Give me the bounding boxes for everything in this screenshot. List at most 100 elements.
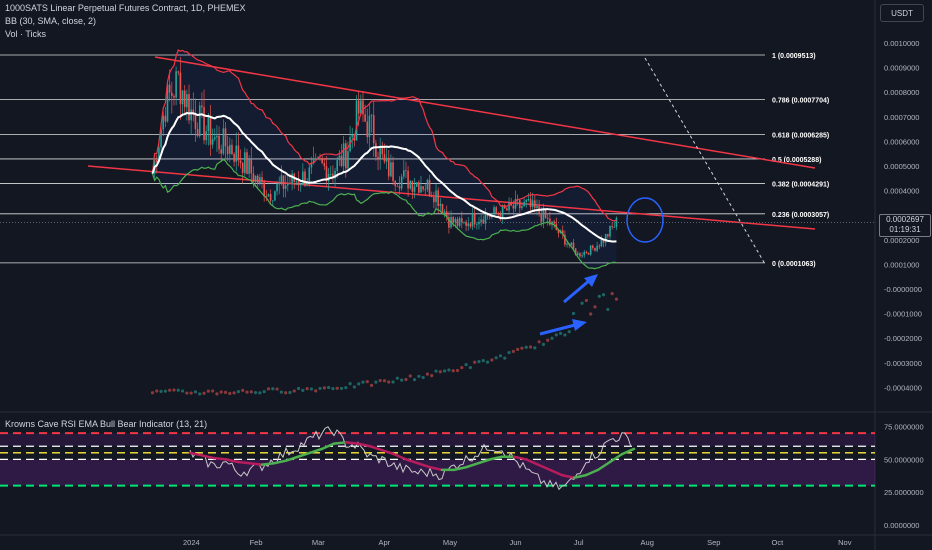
symbol-legend[interactable]: 1000SATS Linear Perpetual Futures Contra… — [5, 3, 246, 13]
volume-tick-dot — [601, 293, 606, 297]
volume-tick-dot — [172, 388, 176, 392]
volume-tick-dot — [606, 307, 610, 312]
price-tick-label: 0.0004000 — [884, 187, 919, 196]
candle-body — [252, 173, 255, 183]
current-price-label: 0.0002697 01:19:31 — [879, 214, 931, 237]
volume-tick-dot — [241, 388, 245, 392]
volume-tick-dot — [253, 391, 258, 395]
volume-tick-dot — [374, 380, 378, 384]
volume-tick-dot — [546, 338, 550, 342]
candle-body — [413, 186, 416, 192]
candle-body — [312, 158, 315, 164]
trendlines — [0, 56, 875, 265]
candle-body — [304, 171, 306, 186]
candle-body — [583, 251, 586, 256]
candle-body — [493, 207, 495, 214]
volume-tick-dot — [412, 378, 417, 382]
candle-body — [452, 217, 455, 223]
ema-segment — [560, 473, 576, 479]
candle-body — [261, 177, 263, 183]
descending-resistance-line — [154, 56, 816, 169]
volume-ticks — [150, 292, 619, 396]
candle-body — [439, 203, 442, 206]
indicator-legend[interactable]: Krowns Cave RSI EMA Bull Bear Indicator … — [5, 419, 208, 429]
candle-body — [222, 128, 225, 154]
descending-support-line — [87, 165, 816, 230]
volume-legend[interactable]: Vol · Ticks — [5, 29, 47, 39]
currency-button[interactable]: USDT — [880, 4, 924, 22]
fib-level-label: 0.618 (0.0006285) — [772, 132, 829, 139]
ema-segment — [524, 458, 540, 466]
candle-body — [596, 245, 598, 251]
volume-tick-dot — [202, 391, 206, 395]
price-tick-label: 0.0001000 — [884, 260, 919, 269]
candle-body — [237, 145, 240, 161]
candle-body — [587, 252, 590, 255]
candle-body — [521, 206, 523, 209]
volume-tick-dot — [417, 374, 421, 378]
candle-body — [551, 221, 553, 225]
candle-body — [387, 157, 390, 177]
candle-body — [194, 114, 197, 130]
volume-tick-dot — [563, 333, 567, 337]
candle-body — [400, 176, 403, 189]
volume-tick-dot — [584, 298, 588, 303]
candle-body — [158, 147, 160, 163]
osc-tick-label: 0.0000000 — [884, 521, 919, 530]
volume-tick-dot — [567, 330, 571, 334]
candle-body — [235, 145, 238, 162]
candle-body — [383, 154, 386, 162]
volume-tick-dot — [335, 386, 339, 390]
volume-tick-dot — [400, 378, 404, 382]
candle-body — [211, 139, 214, 145]
projection-dashed-line — [644, 57, 766, 265]
price-tick-label: -0.0000000 — [884, 285, 922, 294]
candle-body — [323, 163, 326, 167]
volume-tick-dot — [232, 391, 236, 395]
volume-tick-dot — [378, 378, 382, 383]
candle-body — [254, 175, 257, 183]
volume-tick-dot — [554, 333, 558, 337]
volume-tick-dot — [468, 365, 472, 370]
candle-body — [297, 181, 300, 185]
volume-tick-dot — [305, 387, 309, 391]
volume-tick-dot — [331, 387, 335, 391]
ema-segment — [428, 466, 444, 472]
volume-tick-dot — [279, 390, 283, 394]
candle-body — [368, 115, 371, 138]
volume-tick-dot — [223, 390, 228, 394]
candle-body — [239, 160, 242, 163]
candle-body — [213, 137, 216, 140]
ema-segment — [536, 463, 552, 472]
candle-body — [508, 202, 510, 211]
ema-segment — [464, 462, 480, 469]
candle-body — [278, 183, 281, 185]
ema-segment — [284, 455, 300, 462]
ema-segment — [548, 468, 564, 477]
ema-segment — [608, 452, 624, 464]
ema-segment — [356, 442, 372, 448]
volume-tick-dot — [614, 297, 619, 301]
candle-body — [544, 209, 547, 219]
candle-body — [362, 100, 364, 115]
candle-body — [267, 194, 270, 197]
volume-tick-dot — [361, 380, 365, 384]
volume-tick-dot — [228, 391, 232, 396]
fib-level-label: 1 (0.0009513) — [772, 53, 816, 60]
candle-body — [424, 189, 427, 191]
fib-level-label: 0.236 (0.0003057) — [772, 212, 829, 219]
candle-body — [166, 84, 169, 122]
ema-segment — [488, 455, 504, 461]
candle-body — [411, 180, 414, 192]
candle-body — [600, 239, 603, 247]
bb-legend[interactable]: BB (30, SMA, close, 2) — [5, 16, 97, 26]
time-tick-label: Sep — [707, 538, 720, 547]
candle-body — [265, 196, 268, 198]
candle-body — [188, 94, 190, 121]
candle-body — [454, 219, 457, 223]
candle-body — [177, 71, 180, 73]
ema-segment — [332, 441, 348, 445]
candle-body — [381, 147, 384, 155]
arrow-shaft-upper — [563, 278, 591, 304]
